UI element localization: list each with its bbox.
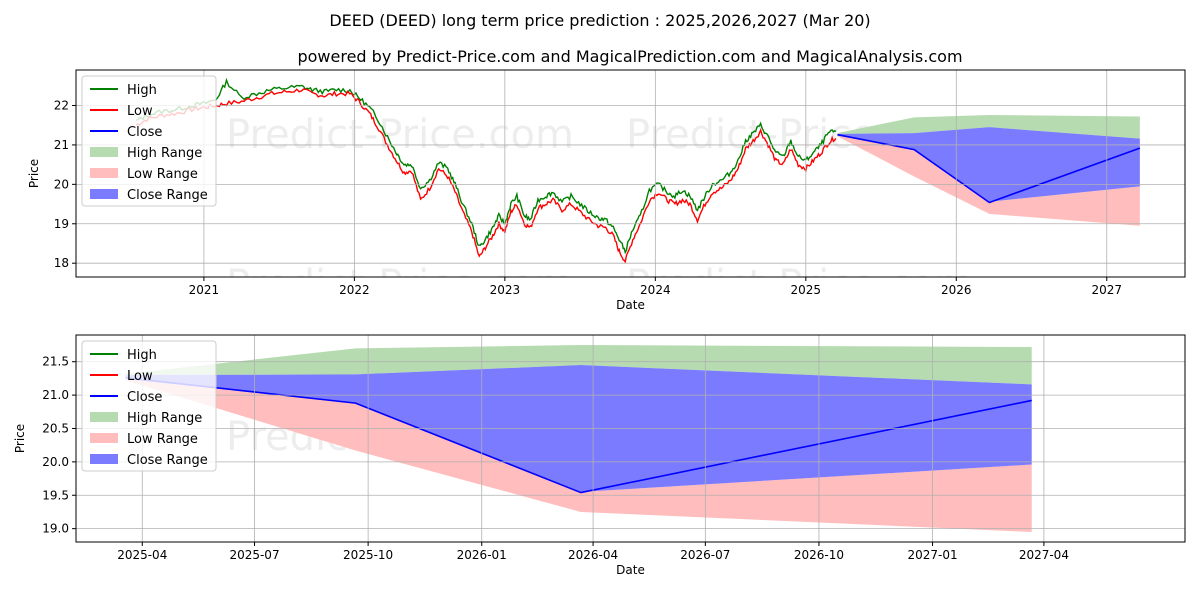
- x-tick-label: 2026-04: [568, 548, 618, 562]
- x-tick-label: 2026: [941, 283, 972, 297]
- y-tick-label: 19.5: [42, 488, 69, 502]
- legend-swatch-patch: [90, 147, 118, 157]
- watermark-text: Predict-Price.com: [226, 262, 574, 308]
- legend-entry-label: Low Range: [127, 167, 198, 182]
- chart-legend: High Low Close High Range Low Range Close Ran…: [81, 75, 217, 207]
- series-close-line: [837, 133, 1141, 204]
- y-tick-label: 19.0: [42, 522, 69, 536]
- x-tick-label: 2022: [339, 283, 370, 297]
- x-tick-label: 2025: [791, 283, 822, 297]
- legend-entry-label: Low: [127, 369, 153, 384]
- legend-swatch-patch: [90, 189, 118, 199]
- watermark-text: Predict-Price.com: [226, 112, 574, 158]
- x-tick-label: 2025-04: [117, 548, 167, 562]
- x-axis-label: Date: [616, 563, 645, 577]
- close-range-band: [837, 127, 1140, 202]
- x-tick-label: 2027-04: [1019, 548, 1069, 562]
- axes-frame: [75, 334, 1186, 543]
- legend-entry-label: High Range: [127, 411, 202, 426]
- legend-entry-label: Close: [127, 125, 162, 140]
- x-tick-label: 2027-01: [907, 548, 957, 562]
- series-low-line: [135, 88, 837, 264]
- legend-swatch-patch: [90, 433, 118, 443]
- forecast-zoom-panel: Predict-Price.comPredict-Price.com2025-0…: [13, 334, 1186, 577]
- x-tick-label: 2021: [189, 283, 220, 297]
- high-range-band: [125, 345, 1032, 385]
- legend-swatch-patch: [90, 454, 118, 464]
- x-tick-label: 2027: [1091, 283, 1122, 297]
- chart-legend: High Low Close High Range Low Range Close Ran…: [81, 340, 217, 472]
- series-high-line: [136, 77, 837, 255]
- series-close-line: [125, 376, 1032, 494]
- low-range-band: [125, 379, 1032, 532]
- legend-swatch-patch: [90, 412, 118, 422]
- x-tick-label: 2026-10: [794, 548, 844, 562]
- watermark-text: Predict-Price.com: [626, 262, 974, 308]
- y-tick-label: 21.0: [42, 388, 69, 402]
- legend-entry-label: Low: [127, 104, 153, 119]
- legend-entry-label: High: [127, 348, 157, 363]
- y-tick-label: 21.5: [42, 355, 69, 369]
- x-tick-label: 2025-10: [343, 548, 393, 562]
- legend-entry-label: Low Range: [127, 432, 198, 447]
- high-range-band: [837, 114, 1140, 139]
- y-tick-label: 20.5: [42, 421, 69, 435]
- y-tick-label: 20.0: [42, 455, 69, 469]
- y-axis-label: Price: [27, 159, 41, 188]
- legend-entry-label: Close: [127, 390, 162, 405]
- y-tick-label: 18: [54, 256, 69, 270]
- x-tick-label: 2026-07: [680, 548, 730, 562]
- history-panel: Predict-Price.com Predict-Price.com Predic…: [27, 69, 1186, 312]
- y-tick-label: 22: [54, 98, 69, 112]
- y-tick-label: 21: [54, 138, 69, 152]
- legend-entry-label: Close Range: [127, 453, 208, 468]
- x-tick-label: 2026-01: [457, 548, 507, 562]
- chart-title: DEED (DEED) long term price prediction :…: [329, 11, 870, 30]
- legend-entry-label: Close Range: [127, 188, 208, 203]
- plot-area: Predict-Price.com Predict-Price.com Predic…: [135, 77, 1141, 308]
- chart-subtitle: powered by Predict-Price.com and Magical…: [297, 47, 962, 66]
- y-tick-label: 19: [54, 217, 69, 231]
- x-tick-label: 2025-07: [229, 548, 279, 562]
- x-tick-label: 2023: [490, 283, 521, 297]
- y-tick-label: 20: [54, 177, 69, 191]
- x-tick-label: 2024: [640, 283, 671, 297]
- axes-frame: [75, 69, 1186, 278]
- x-axis-label: Date: [616, 298, 645, 312]
- y-axis-label: Price: [13, 424, 27, 453]
- legend-swatch-patch: [90, 168, 118, 178]
- legend-entry-label: High: [127, 83, 157, 98]
- legend-entry-label: High Range: [127, 146, 202, 161]
- low-range-band: [837, 135, 1140, 226]
